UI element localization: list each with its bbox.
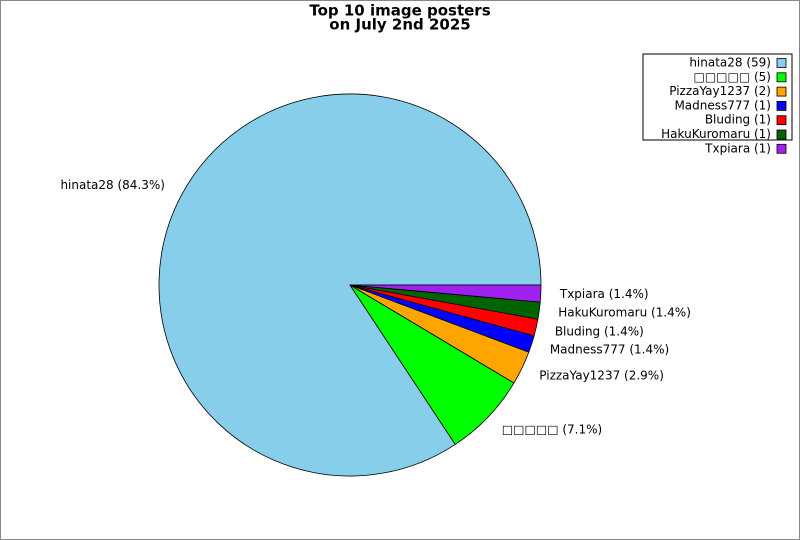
slice-label: Bluding (1.4%) [555,324,644,338]
slice-label: HakuKuromaru (1.4%) [558,306,691,320]
legend-label: Bluding (1) [705,113,771,127]
pie-slice [349,284,542,303]
legend-swatch [776,101,787,111]
legend-label: Txpiara (1) [704,141,771,155]
legend-label: hinata28 (59) [689,56,771,70]
legend-label: HakuKuromaru (1) [661,127,771,141]
slice-label: Txpiara (1.4%) [559,287,649,301]
legend-label: Madness777 (1) [674,98,771,112]
legend-swatch [776,86,787,97]
legend-swatch [776,115,787,126]
chart-title: Top 10 image posters [309,2,490,20]
legend-swatch [776,129,787,140]
legend-label: PizzaYay1237 (2) [669,84,771,98]
legend-box [642,53,793,141]
slice-label: PizzaYay1237 (2.9%) [539,369,664,383]
legend-swatch [776,72,787,83]
slice-label: hinata28 (84.3%) [60,178,165,192]
legend-swatch [776,58,787,68]
slice-label: Madness777 (1.4%) [550,342,669,356]
legend-label: □□□□□ (5) [693,70,771,84]
chart-title: on July 2nd 2025 [329,16,470,34]
legend-swatch [776,143,787,154]
slice-label: □□□□□ (7.1%) [502,423,602,437]
